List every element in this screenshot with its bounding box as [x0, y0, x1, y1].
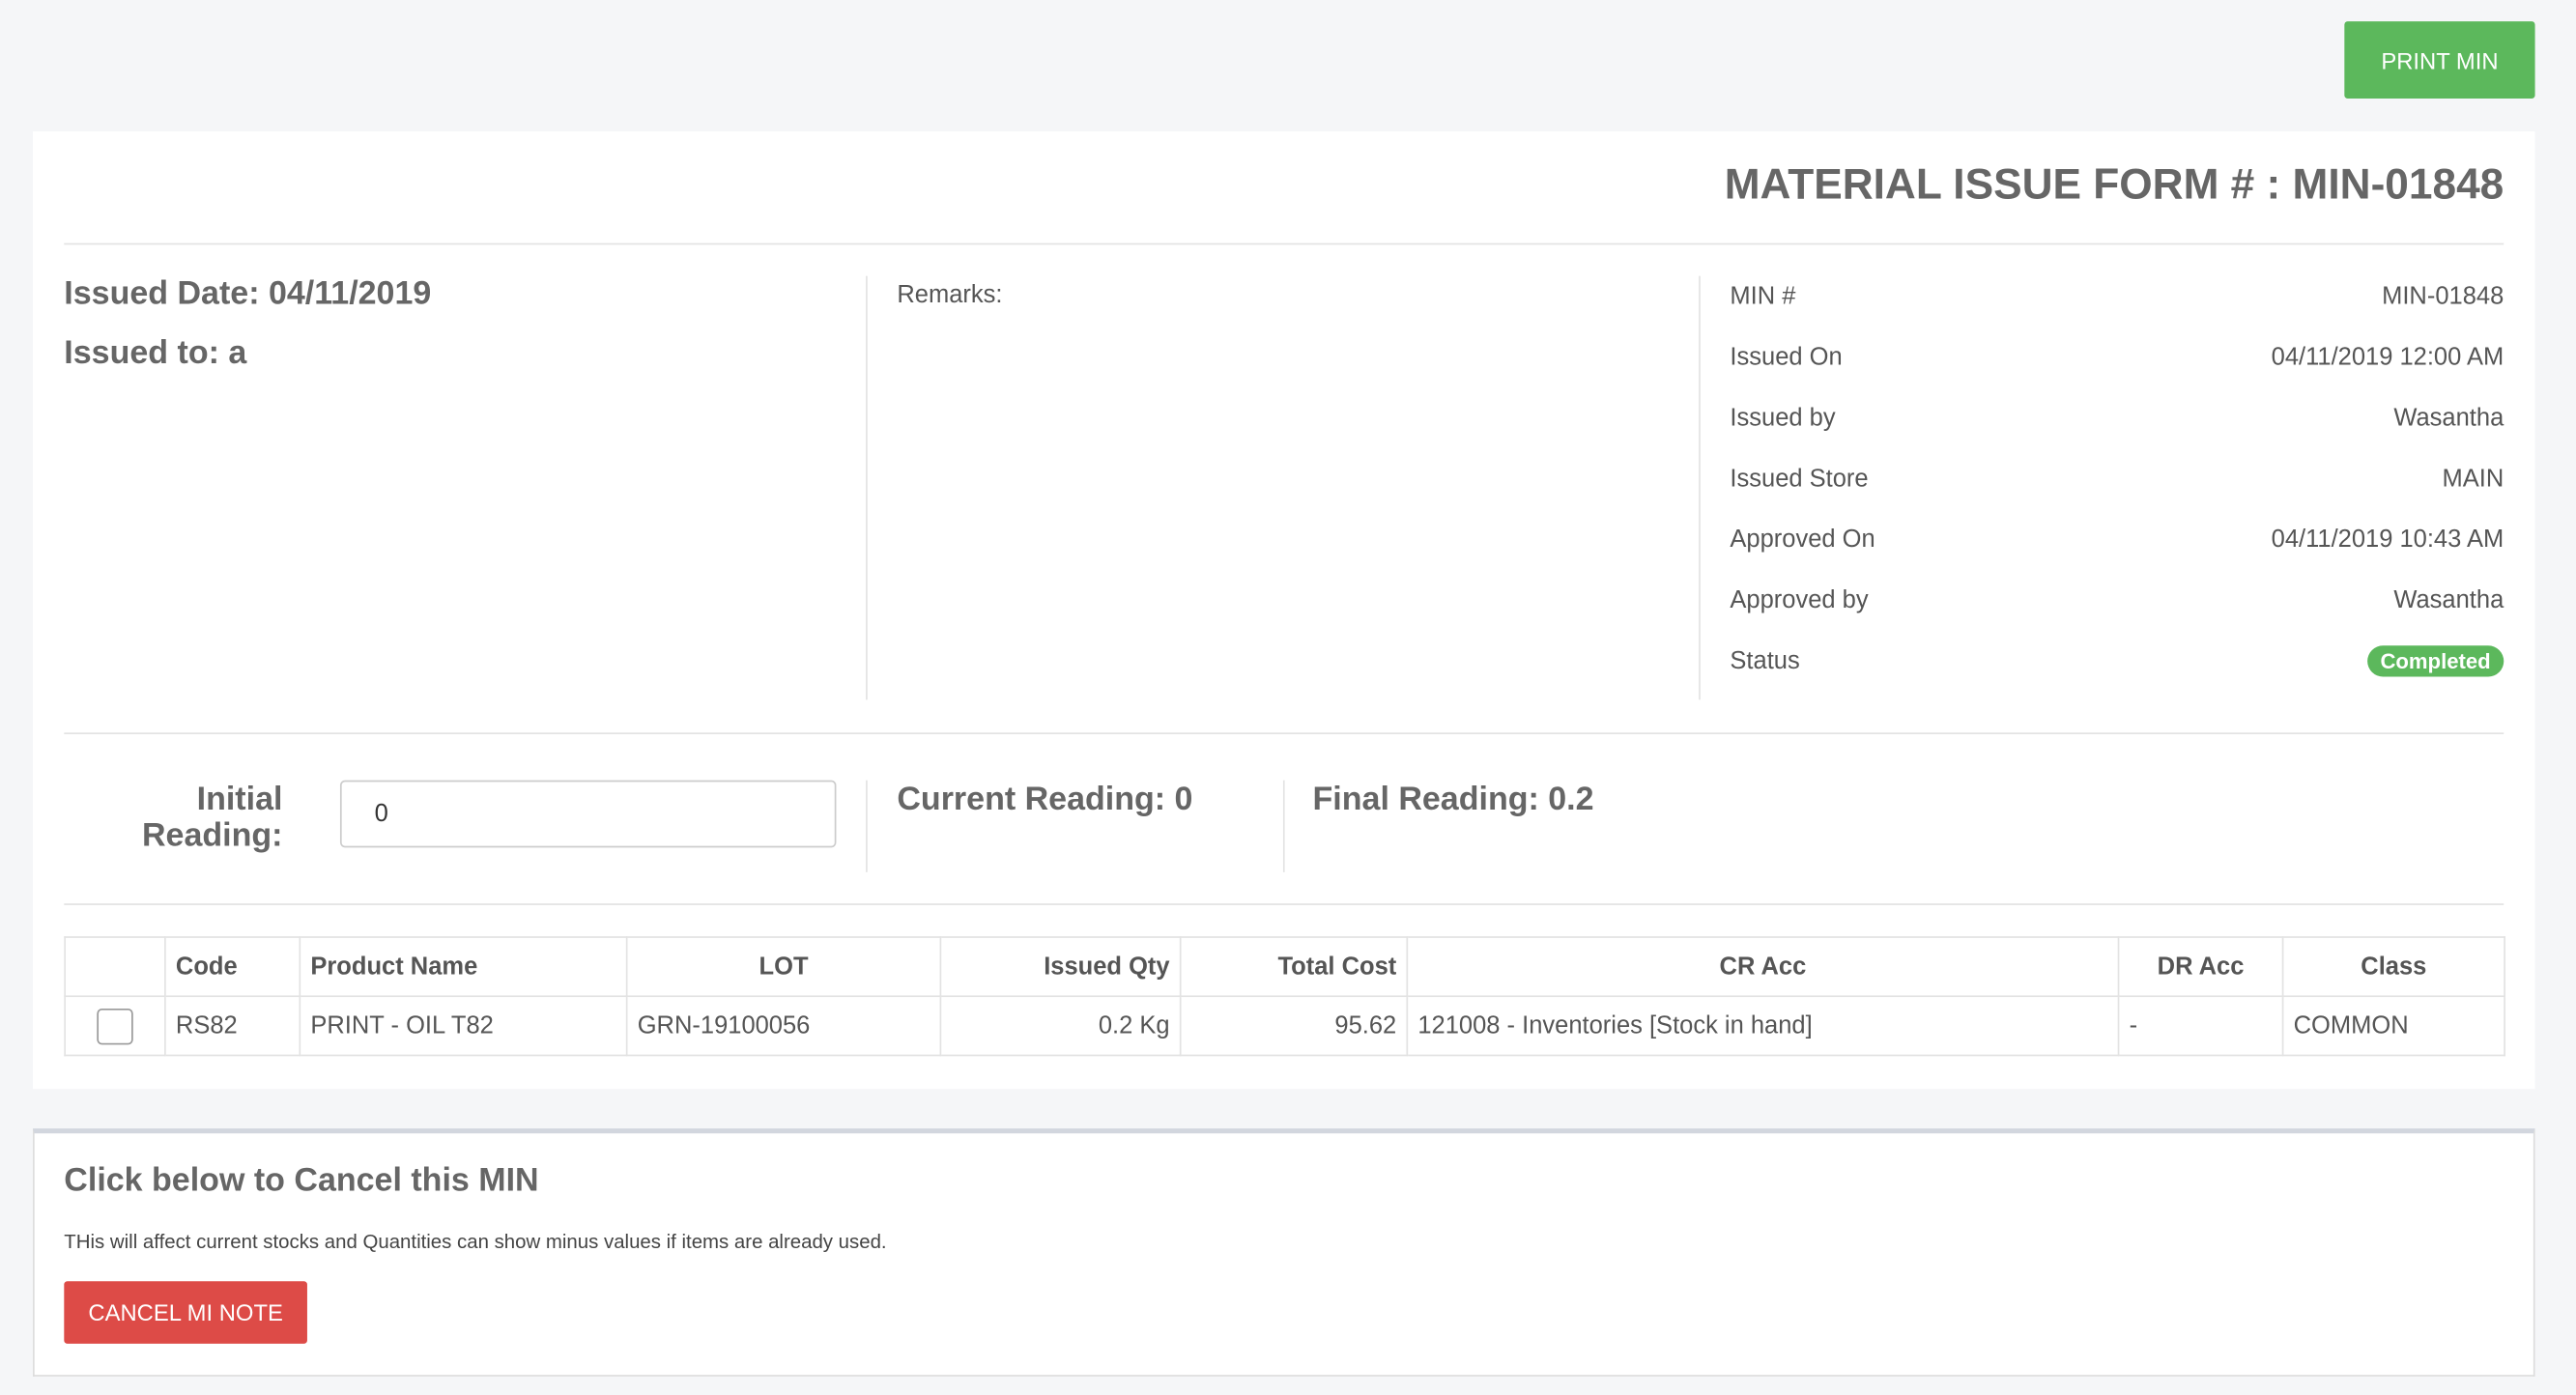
issued-to: Issued to: a — [64, 334, 247, 372]
cancel-note: THis will affect current stocks and Quan… — [64, 1230, 887, 1254]
column-header: DR Acc — [2117, 936, 2284, 998]
divider — [1282, 780, 1285, 872]
column-header: Issued Qty — [939, 936, 1182, 998]
status-badge: Completed — [2366, 644, 2504, 676]
row-checkbox[interactable] — [97, 1008, 133, 1044]
header-row: Code Product Name LOT Issued Qty Total Cost C… — [64, 936, 2505, 998]
column-header: Product Name — [299, 936, 628, 998]
initial-reading-input[interactable]: 0 — [339, 780, 837, 848]
cancel-card — [33, 1128, 2535, 1377]
table-cell: - — [2117, 995, 2284, 1057]
detail-label: MIN # — [1730, 281, 1796, 310]
form-title: MATERIAL ISSUE FORM # : MIN-01848 — [1724, 158, 2504, 209]
current-reading: Current Reading: 0 — [897, 782, 1193, 818]
remarks-label: Remarks: — [897, 280, 1003, 309]
divider — [866, 780, 868, 872]
table-row: RS82 PRINT - OIL T82 GRN-19100056 0.2 Kg 95.… — [64, 995, 2505, 1057]
cancel-title: Click below to Cancel this MIN — [64, 1162, 539, 1200]
detail-label: Approved On — [1730, 525, 1875, 554]
detail-value: 04/11/2019 10:43 AM — [2271, 525, 2504, 554]
table-cell: 95.62 — [1179, 995, 1409, 1057]
table-cell: 121008 - Inventories [Stock in hand] — [1406, 995, 2120, 1057]
detail-row: Issued On 04/11/2019 12:00 AM — [1730, 337, 2504, 377]
detail-row: Approved by Wasantha — [1730, 580, 2504, 619]
detail-value: Wasantha — [2393, 403, 2504, 432]
detail-row: Issued by Wasantha — [1730, 397, 2504, 437]
detail-row: Status Completed — [1730, 641, 2504, 680]
divider — [64, 732, 2504, 735]
detail-label: Issued On — [1730, 342, 1843, 371]
column-header: Total Cost — [1179, 936, 1409, 998]
column-header: CR Acc — [1406, 936, 2120, 998]
detail-value: 04/11/2019 12:00 AM — [2271, 342, 2504, 371]
table-cell: RS82 — [164, 995, 301, 1057]
table-cell: 0.2 Kg — [939, 995, 1182, 1057]
table-body: RS82 PRINT - OIL T82 GRN-19100056 0.2 Kg 95.… — [64, 995, 2505, 1057]
detail-row: Issued Store MAIN — [1730, 458, 2504, 498]
issued-date: Issued Date: 04/11/2019 — [64, 275, 432, 313]
final-reading: Final Reading: 0.2 — [1312, 782, 1594, 818]
form-card — [33, 131, 2535, 1090]
column-header: Code — [164, 936, 301, 998]
detail-value: MIN-01848 — [2382, 281, 2504, 310]
column-header: LOT — [625, 936, 942, 998]
divider — [64, 242, 2504, 245]
divider — [64, 903, 2504, 905]
initial-reading-label: Initial Reading: — [141, 782, 283, 855]
detail-label: Approved by — [1730, 585, 1869, 614]
detail-label: Issued by — [1730, 403, 1836, 432]
select-header — [64, 936, 166, 998]
detail-value: Wasantha — [2393, 585, 2504, 614]
table-cell: COMMON — [2281, 995, 2505, 1057]
table-cell: GRN-19100056 — [625, 995, 942, 1057]
select-cell — [64, 995, 166, 1057]
column-header: Class — [2281, 936, 2505, 998]
detail-value: MAIN — [2442, 464, 2504, 493]
cancel-button[interactable]: CANCEL MI NOTE — [64, 1281, 307, 1344]
items-table: Code Product Name LOT Issued Qty Total Cost C… — [64, 936, 2505, 1057]
detail-row: MIN # MIN-01848 — [1730, 276, 2504, 316]
detail-label: Status — [1730, 646, 1800, 674]
detail-label: Issued Store — [1730, 464, 1869, 493]
print-button[interactable]: PRINT MIN — [2344, 21, 2535, 100]
divider — [866, 275, 868, 700]
detail-row: Approved On 04/11/2019 10:43 AM — [1730, 519, 2504, 558]
table-cell: PRINT - OIL T82 — [299, 995, 628, 1057]
divider — [1699, 275, 1701, 700]
